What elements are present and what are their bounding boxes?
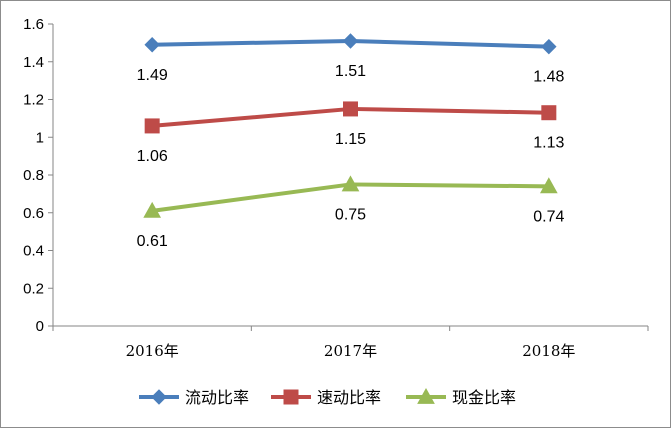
series-1 — [144, 33, 557, 55]
legend: 流动比率 速动比率 现金比率 — [139, 387, 516, 407]
data-label: 0.74 — [533, 208, 564, 225]
data-label: 0.61 — [137, 233, 168, 250]
x-tick-label: 2018年 — [522, 342, 575, 360]
data-label: 0.75 — [335, 206, 366, 223]
data-point — [144, 118, 160, 134]
legend-marker — [283, 389, 299, 405]
y-tick-label: 1 — [36, 129, 44, 146]
data-label: 1.13 — [533, 135, 564, 152]
x-tick-label: 2016年 — [126, 342, 179, 360]
data-label: 1.48 — [533, 69, 564, 86]
data-point — [541, 105, 557, 121]
series-layer — [143, 33, 558, 218]
legend-label: 流动比率 — [185, 388, 249, 407]
y-tick-label: 0.2 — [23, 280, 44, 297]
data-label: 1.15 — [335, 131, 366, 148]
data-point — [341, 175, 360, 192]
data-label: 1.51 — [335, 63, 366, 80]
legend-item: 速动比率 — [271, 388, 381, 407]
data-label: 1.06 — [137, 148, 168, 165]
legend-label: 现金比率 — [452, 388, 516, 407]
y-tick-label: 0.4 — [23, 243, 44, 260]
data-point — [144, 37, 160, 53]
data-labels: 1.49 1.51 1.48 1.06 1.15 1.13 0.61 0.75 0.74 — [137, 63, 565, 250]
y-tick-label: 1.2 — [23, 92, 44, 109]
y-tick-label: 1.6 — [23, 16, 44, 33]
legend-item: 流动比率 — [139, 388, 249, 407]
data-label: 1.49 — [137, 67, 168, 84]
data-point — [343, 101, 358, 117]
data-point — [342, 33, 359, 49]
series-2 — [144, 101, 557, 134]
legend-label: 速动比率 — [317, 388, 381, 407]
y-tick-label: 0 — [36, 318, 44, 335]
series-3 — [143, 175, 558, 218]
y-tick-label: 1.4 — [23, 54, 44, 71]
data-point — [539, 177, 558, 194]
y-tick-label: 0.8 — [23, 167, 44, 184]
axes: 0 0.2 0.4 0.6 0.8 1 1.2 1.4 1.6 2016年 2017年 2018年 — [23, 16, 649, 360]
data-point — [541, 38, 557, 55]
data-point — [143, 201, 162, 218]
legend-marker — [417, 387, 435, 404]
x-tick-label: 2017年 — [324, 342, 377, 360]
legend-marker — [151, 389, 167, 405]
y-tick-label: 0.6 — [23, 205, 44, 222]
legend-item: 现金比率 — [406, 387, 516, 407]
